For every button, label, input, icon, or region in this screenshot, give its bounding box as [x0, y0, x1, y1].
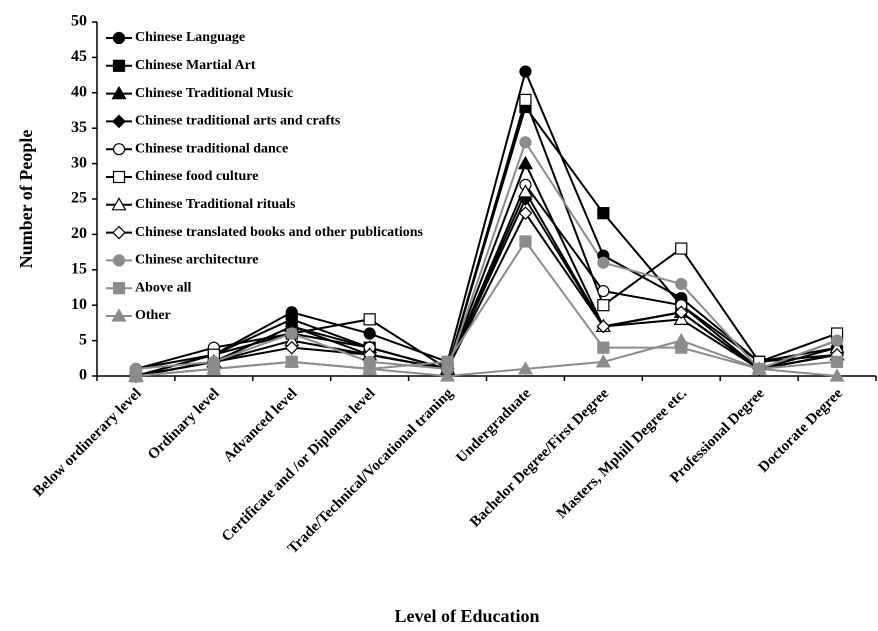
y-tick-label: 15 [71, 260, 87, 277]
legend-marker [112, 31, 126, 45]
legend-label: Chinese Language [135, 30, 245, 45]
data-point [519, 93, 532, 106]
data-point [285, 327, 298, 340]
legend-label: Chinese traditional arts and crafts [135, 114, 341, 129]
data-point [597, 284, 610, 298]
data-point [517, 361, 533, 375]
legend-label: Chinese Traditional Music [135, 86, 293, 101]
data-point [363, 327, 376, 340]
data-point [597, 256, 610, 269]
data-point [284, 354, 300, 368]
y-tick-label: 10 [71, 296, 87, 313]
data-point [363, 313, 376, 326]
data-point [830, 355, 844, 368]
data-point [675, 242, 688, 255]
x-tick-label: Trade/Technical/Vocational traning [285, 385, 457, 557]
legend-marker [112, 254, 126, 267]
y-tick-label: 0 [79, 367, 87, 384]
x-tick-label: Advanced level [221, 386, 301, 466]
x-tick-label: Below ordinerary level [30, 386, 144, 500]
legend-marker [112, 225, 126, 240]
data-point [829, 368, 845, 382]
legend-marker [112, 59, 126, 72]
legend: Chinese Language Chinese Martial Art Chine… [106, 30, 424, 323]
x-tick-label: Ordinary level [145, 386, 223, 464]
legend-label: Chinese Traditional rituals [135, 197, 296, 212]
series-line [135, 140, 838, 371]
data-point [284, 340, 299, 355]
y-tick-label: 35 [71, 119, 87, 136]
data-point [517, 184, 533, 198]
x-tick-label: Certificate and /or Diploma level [219, 386, 379, 546]
x-tick-label: Doctorate Degree [756, 385, 847, 476]
data-point [675, 277, 688, 291]
data-point [519, 235, 532, 248]
legend-marker [112, 170, 126, 184]
legend-label: Chinese food culture [135, 169, 258, 184]
x-tick-label: Bachelor Degree/First Degree [467, 385, 612, 530]
data-point [674, 305, 689, 320]
x-tick-label: Undergraduate [453, 385, 534, 466]
y-axis-title: Number of People [16, 130, 36, 269]
legend-marker [111, 85, 127, 100]
y-tick-label: 5 [79, 331, 87, 348]
legend-marker [111, 308, 127, 322]
data-point [206, 361, 222, 375]
legend-label: Chinese architecture [135, 253, 259, 268]
data-point [440, 368, 456, 382]
series-line [135, 339, 838, 378]
legend-label: Other [135, 308, 171, 323]
data-point [128, 368, 144, 382]
legend-label: Chinese translated books and other publi… [135, 225, 424, 240]
data-point [517, 155, 533, 170]
data-point [518, 206, 533, 221]
data-point [596, 319, 611, 334]
series-line [135, 182, 838, 371]
legend-label: Chinese Martial Art [135, 58, 256, 73]
data-point [595, 354, 611, 368]
legend-label: Chinese traditional dance [135, 141, 288, 156]
legend-marker [111, 197, 127, 211]
data-point [597, 299, 610, 312]
data-point [519, 136, 532, 149]
data-point [597, 207, 610, 220]
y-tick-label: 30 [71, 154, 87, 171]
legend-marker [112, 282, 126, 295]
y-tick-label: 50 [71, 13, 87, 30]
data-point [597, 341, 610, 354]
series-line [135, 211, 838, 377]
data-point [673, 332, 689, 347]
data-point [519, 65, 532, 78]
y-tick-label: 25 [71, 190, 87, 207]
x-axis-title: Level of Education [394, 606, 539, 626]
legend-label: Above all [135, 280, 192, 295]
data-point [751, 361, 767, 375]
data-point [441, 355, 454, 368]
series-line [135, 68, 838, 370]
series-line [135, 96, 838, 377]
data-point [830, 334, 844, 347]
series-line [135, 189, 838, 377]
x-tick-label: Masters, Mphill Degree etc. [554, 385, 690, 521]
y-tick-label: 45 [71, 48, 87, 65]
y-tick-label: 40 [71, 83, 87, 100]
legend-marker [112, 114, 126, 129]
data-point [362, 361, 378, 375]
series-line [135, 161, 838, 377]
y-tick-label: 20 [71, 225, 87, 242]
legend-marker [112, 143, 126, 156]
